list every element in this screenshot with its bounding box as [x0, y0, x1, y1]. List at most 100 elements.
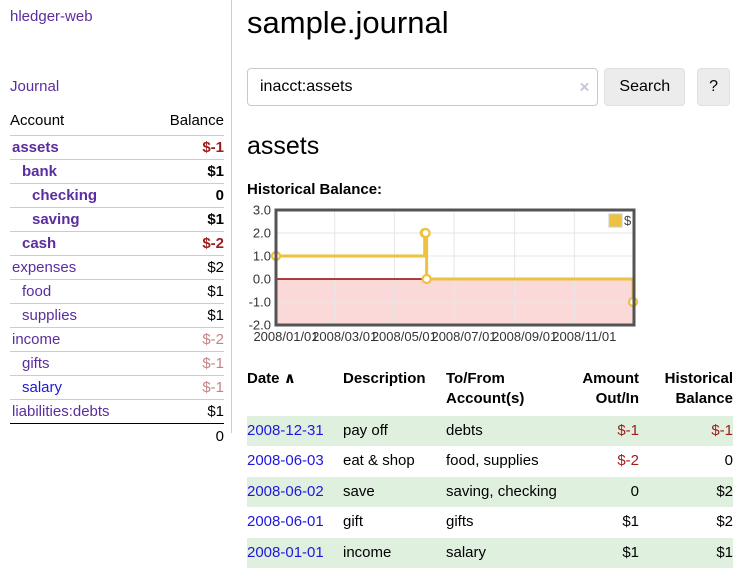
- sidebar: hledger-web Journal Account Balance asse…: [0, 0, 232, 449]
- x-axis-tick-label: 2008/07/01: [431, 329, 496, 344]
- transaction-date-link[interactable]: 2008-01-01: [247, 543, 324, 561]
- help-button[interactable]: ?: [697, 68, 730, 106]
- register-row: 2008-06-02 save saving, checking 0 $2: [247, 476, 733, 507]
- register-tofrom-accounts: food, supplies: [446, 452, 539, 469]
- x-axis-tick-label: 2008/05/01: [372, 329, 437, 344]
- account-row: assets $-1: [10, 135, 224, 160]
- sidebar-item-journal[interactable]: Journal: [10, 78, 60, 95]
- account-link[interactable]: supplies: [22, 307, 78, 324]
- y-axis-tick-label: 1.0: [253, 249, 271, 264]
- account-row: expenses $2: [10, 255, 224, 280]
- account-link[interactable]: cash: [22, 235, 57, 252]
- account-heading: assets: [247, 132, 320, 160]
- register-header-amount: Amount Out/In: [582, 370, 639, 408]
- account-balance: $1: [148, 159, 224, 184]
- register-balance: $2: [716, 513, 733, 530]
- register-header-balance: Historical Balance: [664, 370, 733, 408]
- y-axis-tick-label: 3.0: [253, 205, 271, 218]
- account-balance: $-2: [148, 327, 224, 352]
- account-link[interactable]: liabilities:debts: [12, 403, 110, 420]
- register-description: pay off: [343, 421, 388, 439]
- register-balance: $2: [716, 482, 733, 500]
- register-amount: $-1: [617, 421, 639, 439]
- account-row: income $-2: [10, 327, 224, 352]
- accounts-total-value: 0: [148, 423, 224, 449]
- register-header-tofrom: To/From Account(s): [446, 370, 525, 408]
- legend-swatch: [608, 213, 623, 228]
- account-link[interactable]: bank: [22, 163, 58, 180]
- register-tofrom-accounts: salary: [446, 543, 487, 561]
- account-row: cash $-2: [10, 231, 224, 256]
- y-axis-tick-label: 2.0: [253, 226, 271, 241]
- register-balance: $-1: [711, 421, 733, 439]
- register-description: eat & shop: [343, 452, 415, 469]
- account-row: checking 0: [10, 183, 224, 208]
- sort-ascending-icon: ∧: [283, 370, 296, 387]
- transaction-date-link[interactable]: 2008-06-02: [247, 482, 324, 500]
- x-axis-tick-label: 2008/03/01: [312, 329, 377, 344]
- transaction-date-link[interactable]: 2008-06-03: [247, 452, 324, 469]
- account-link[interactable]: saving: [32, 211, 80, 228]
- account-row: saving $1: [10, 207, 224, 232]
- brand-link[interactable]: hledger-web: [10, 8, 93, 25]
- register-table: Date ∧ Description To/From Account(s) Am…: [247, 367, 733, 568]
- search-bar: × Search ?: [247, 68, 730, 106]
- search-button[interactable]: Search: [604, 68, 686, 106]
- y-axis-tick-label: -1.0: [249, 295, 271, 310]
- account-link[interactable]: checking: [32, 187, 98, 204]
- register-row: 2008-12-31 pay off debts $-1 $-1: [247, 415, 733, 446]
- account-balance: $-1: [148, 135, 224, 160]
- register-balance: $1: [716, 543, 733, 561]
- accounts-table-body: assets $-1 bank $1 checking 0 saving $1 cash $-2 e…: [10, 135, 224, 424]
- historical-balance-chart: $3.0 2.0 1.0 0.0 -1.0 -2.02008/01/012008/03/0…: [249, 205, 639, 344]
- y-axis-tick-label: -2.0: [249, 318, 271, 333]
- account-row: supplies $1: [10, 303, 224, 328]
- account-balance: $1: [148, 279, 224, 304]
- register-description: income: [343, 543, 392, 561]
- account-link[interactable]: food: [22, 283, 52, 300]
- account-link[interactable]: assets: [12, 139, 59, 156]
- register-header-description: Description: [343, 370, 426, 387]
- search-input[interactable]: [247, 68, 599, 106]
- account-balance: $1: [148, 303, 224, 328]
- account-row: gifts $-1: [10, 351, 224, 376]
- register-tofrom-accounts: saving, checking: [446, 482, 557, 500]
- x-axis-tick-label: 2008/09/01: [492, 329, 557, 344]
- register-row: 2008-06-01 gift gifts $1 $2: [247, 507, 733, 538]
- transaction-date-link[interactable]: 2008-06-01: [247, 513, 324, 530]
- account-row: salary $-1: [10, 375, 224, 400]
- register-tofrom-accounts: debts: [446, 421, 483, 439]
- account-balance: $-1: [148, 351, 224, 376]
- register-amount: 0: [630, 482, 639, 500]
- account-balance: 0: [148, 183, 224, 208]
- register-balance: 0: [724, 452, 733, 469]
- y-axis-tick-label: 0.0: [253, 272, 271, 287]
- account-balance: $1: [207, 403, 224, 420]
- x-axis-tick-label: 2008/11/01: [552, 329, 616, 344]
- main-content: sample.journal × Search ? assets Histori…: [232, 0, 734, 588]
- transaction-date-link[interactable]: 2008-12-31: [247, 421, 324, 439]
- account-balance: $-2: [148, 231, 224, 256]
- register-header-date[interactable]: Date ∧: [247, 370, 296, 387]
- account-link[interactable]: income: [12, 331, 61, 348]
- legend-label: $: [624, 213, 632, 228]
- accounts-table: Account Balance assets $-1 bank $1 checking 0…: [10, 108, 224, 449]
- register-row: 2008-06-03 eat & shop food, supplies $-2 0: [247, 446, 733, 477]
- register-tofrom-accounts: gifts: [446, 513, 474, 530]
- accounts-header-balance: Balance: [148, 108, 224, 136]
- clear-search-icon[interactable]: ×: [579, 77, 590, 97]
- register-description: gift: [343, 513, 364, 530]
- accounts-total-row: 0: [10, 423, 224, 449]
- page-title: sample.journal: [247, 5, 449, 40]
- account-balance: $1: [148, 207, 224, 232]
- account-link[interactable]: gifts: [22, 355, 50, 372]
- x-axis-tick-label: 2008/01/01: [253, 329, 318, 344]
- register-amount: $1: [622, 543, 639, 561]
- register-table-body: 2008-12-31 pay off debts $-1 $-1 2008-06-03 ea…: [247, 415, 733, 568]
- register-amount: $1: [622, 513, 639, 530]
- chart-section-label: Historical Balance:: [247, 181, 383, 198]
- account-link[interactable]: salary: [22, 379, 63, 396]
- register-header-row: Date ∧ Description To/From Account(s) Am…: [247, 367, 733, 416]
- account-link[interactable]: expenses: [12, 259, 77, 276]
